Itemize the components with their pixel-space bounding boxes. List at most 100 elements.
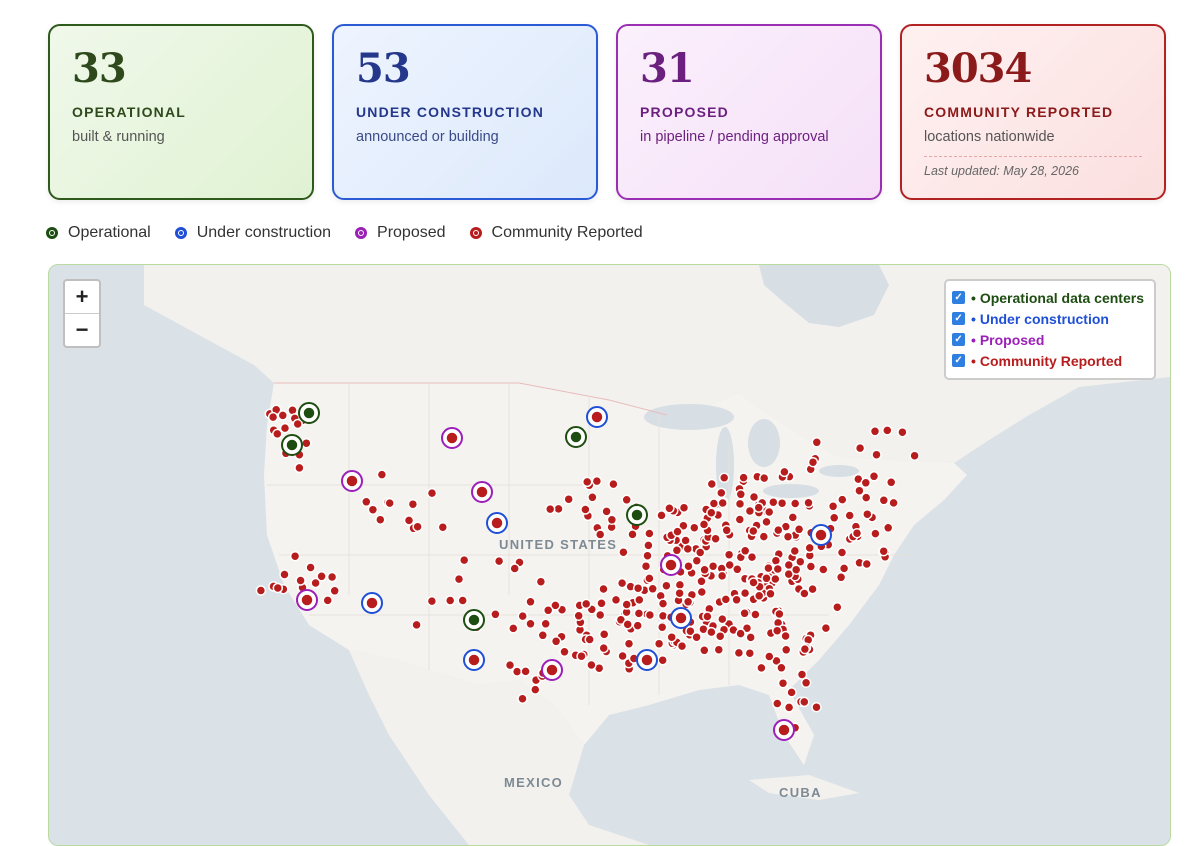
community-marker[interactable] <box>640 653 654 667</box>
community-marker[interactable] <box>837 494 848 505</box>
community-marker[interactable] <box>836 547 848 558</box>
community-marker[interactable] <box>493 555 505 567</box>
community-marker[interactable] <box>277 410 289 421</box>
community-marker[interactable] <box>618 546 629 558</box>
community-marker[interactable] <box>475 485 489 499</box>
community-marker[interactable] <box>827 501 839 512</box>
community-marker[interactable] <box>854 442 866 454</box>
checkbox-icon[interactable]: ✓ <box>952 333 966 346</box>
community-marker[interactable] <box>375 514 386 525</box>
community-marker[interactable] <box>272 428 283 440</box>
community-marker[interactable] <box>770 555 782 566</box>
community-marker[interactable] <box>294 462 305 474</box>
community-marker[interactable] <box>437 521 449 533</box>
community-marker[interactable] <box>768 496 779 508</box>
community-marker[interactable] <box>772 563 784 575</box>
community-marker[interactable] <box>878 495 890 506</box>
community-marker[interactable] <box>868 471 880 482</box>
community-marker[interactable] <box>584 634 595 645</box>
community-marker[interactable] <box>724 559 735 571</box>
community-marker[interactable] <box>800 677 812 689</box>
community-marker[interactable] <box>731 594 742 606</box>
community-marker[interactable] <box>814 528 828 542</box>
community-marker[interactable] <box>643 540 654 551</box>
checkbox-icon[interactable]: ✓ <box>952 291 966 304</box>
community-marker[interactable] <box>627 529 638 540</box>
community-marker[interactable] <box>882 522 894 534</box>
community-marker[interactable] <box>676 640 688 652</box>
community-marker[interactable] <box>773 524 784 536</box>
community-marker[interactable] <box>878 545 889 557</box>
community-marker[interactable] <box>617 650 628 662</box>
community-marker[interactable] <box>739 608 750 619</box>
community-marker[interactable] <box>657 598 669 609</box>
community-marker[interactable] <box>764 651 775 662</box>
community-marker[interactable] <box>909 450 920 461</box>
community-marker[interactable] <box>545 663 559 677</box>
community-marker[interactable] <box>756 662 767 674</box>
community-marker[interactable] <box>490 516 504 530</box>
community-marker[interactable] <box>591 475 603 487</box>
community-marker[interactable] <box>882 425 893 436</box>
community-marker[interactable] <box>838 563 850 574</box>
community-marker[interactable] <box>563 493 574 505</box>
community-marker[interactable] <box>694 547 706 558</box>
community-marker[interactable] <box>783 568 794 580</box>
community-marker[interactable] <box>818 564 829 575</box>
community-marker[interactable] <box>664 558 678 572</box>
community-marker[interactable] <box>537 630 549 641</box>
community-marker[interactable] <box>782 531 794 542</box>
community-marker[interactable] <box>713 644 725 655</box>
community-marker[interactable] <box>744 505 756 517</box>
community-marker[interactable] <box>745 632 756 643</box>
community-marker[interactable] <box>735 628 746 639</box>
community-marker[interactable] <box>644 609 656 621</box>
community-marker[interactable] <box>844 510 855 521</box>
community-marker[interactable] <box>623 638 635 649</box>
community-marker[interactable] <box>530 684 541 695</box>
community-marker[interactable] <box>735 489 747 500</box>
community-marker[interactable] <box>710 533 721 544</box>
community-marker[interactable] <box>569 430 583 444</box>
community-marker[interactable] <box>748 491 760 503</box>
community-marker[interactable] <box>573 610 584 622</box>
community-marker[interactable] <box>738 472 749 483</box>
community-marker[interactable] <box>763 506 775 518</box>
community-marker[interactable] <box>587 492 598 503</box>
community-marker[interactable] <box>783 702 795 713</box>
community-marker[interactable] <box>598 642 609 654</box>
community-marker[interactable] <box>664 503 675 514</box>
community-marker[interactable] <box>780 644 792 656</box>
community-marker[interactable] <box>453 573 465 585</box>
community-marker[interactable] <box>674 611 688 625</box>
community-marker[interactable] <box>644 573 655 584</box>
community-marker[interactable] <box>716 570 728 582</box>
community-marker[interactable] <box>361 496 372 508</box>
community-marker[interactable] <box>535 576 547 587</box>
community-marker[interactable] <box>621 599 632 610</box>
community-marker[interactable] <box>285 438 299 452</box>
community-marker[interactable] <box>869 426 881 437</box>
community-marker[interactable] <box>680 535 691 546</box>
community-marker[interactable] <box>403 515 415 526</box>
community-marker[interactable] <box>683 560 694 572</box>
map[interactable]: UNITED STATES MEXICO CUBA + − ✓ • Operati… <box>48 264 1171 846</box>
community-marker[interactable] <box>407 498 419 510</box>
community-marker[interactable] <box>666 631 677 643</box>
community-marker[interactable] <box>467 613 481 627</box>
community-marker[interactable] <box>301 437 312 449</box>
community-marker[interactable] <box>776 662 787 674</box>
community-marker[interactable] <box>616 577 628 589</box>
community-marker[interactable] <box>706 478 718 490</box>
community-marker[interactable] <box>734 498 746 510</box>
community-marker[interactable] <box>598 583 609 595</box>
zoom-in-button[interactable]: + <box>75 284 89 309</box>
community-marker[interactable] <box>807 456 819 468</box>
community-marker[interactable] <box>746 551 758 563</box>
community-marker[interactable] <box>699 645 710 656</box>
community-marker[interactable] <box>807 583 818 595</box>
community-marker[interactable] <box>765 588 776 600</box>
community-marker[interactable] <box>861 558 873 570</box>
community-marker[interactable] <box>292 418 303 430</box>
community-marker[interactable] <box>598 629 610 640</box>
